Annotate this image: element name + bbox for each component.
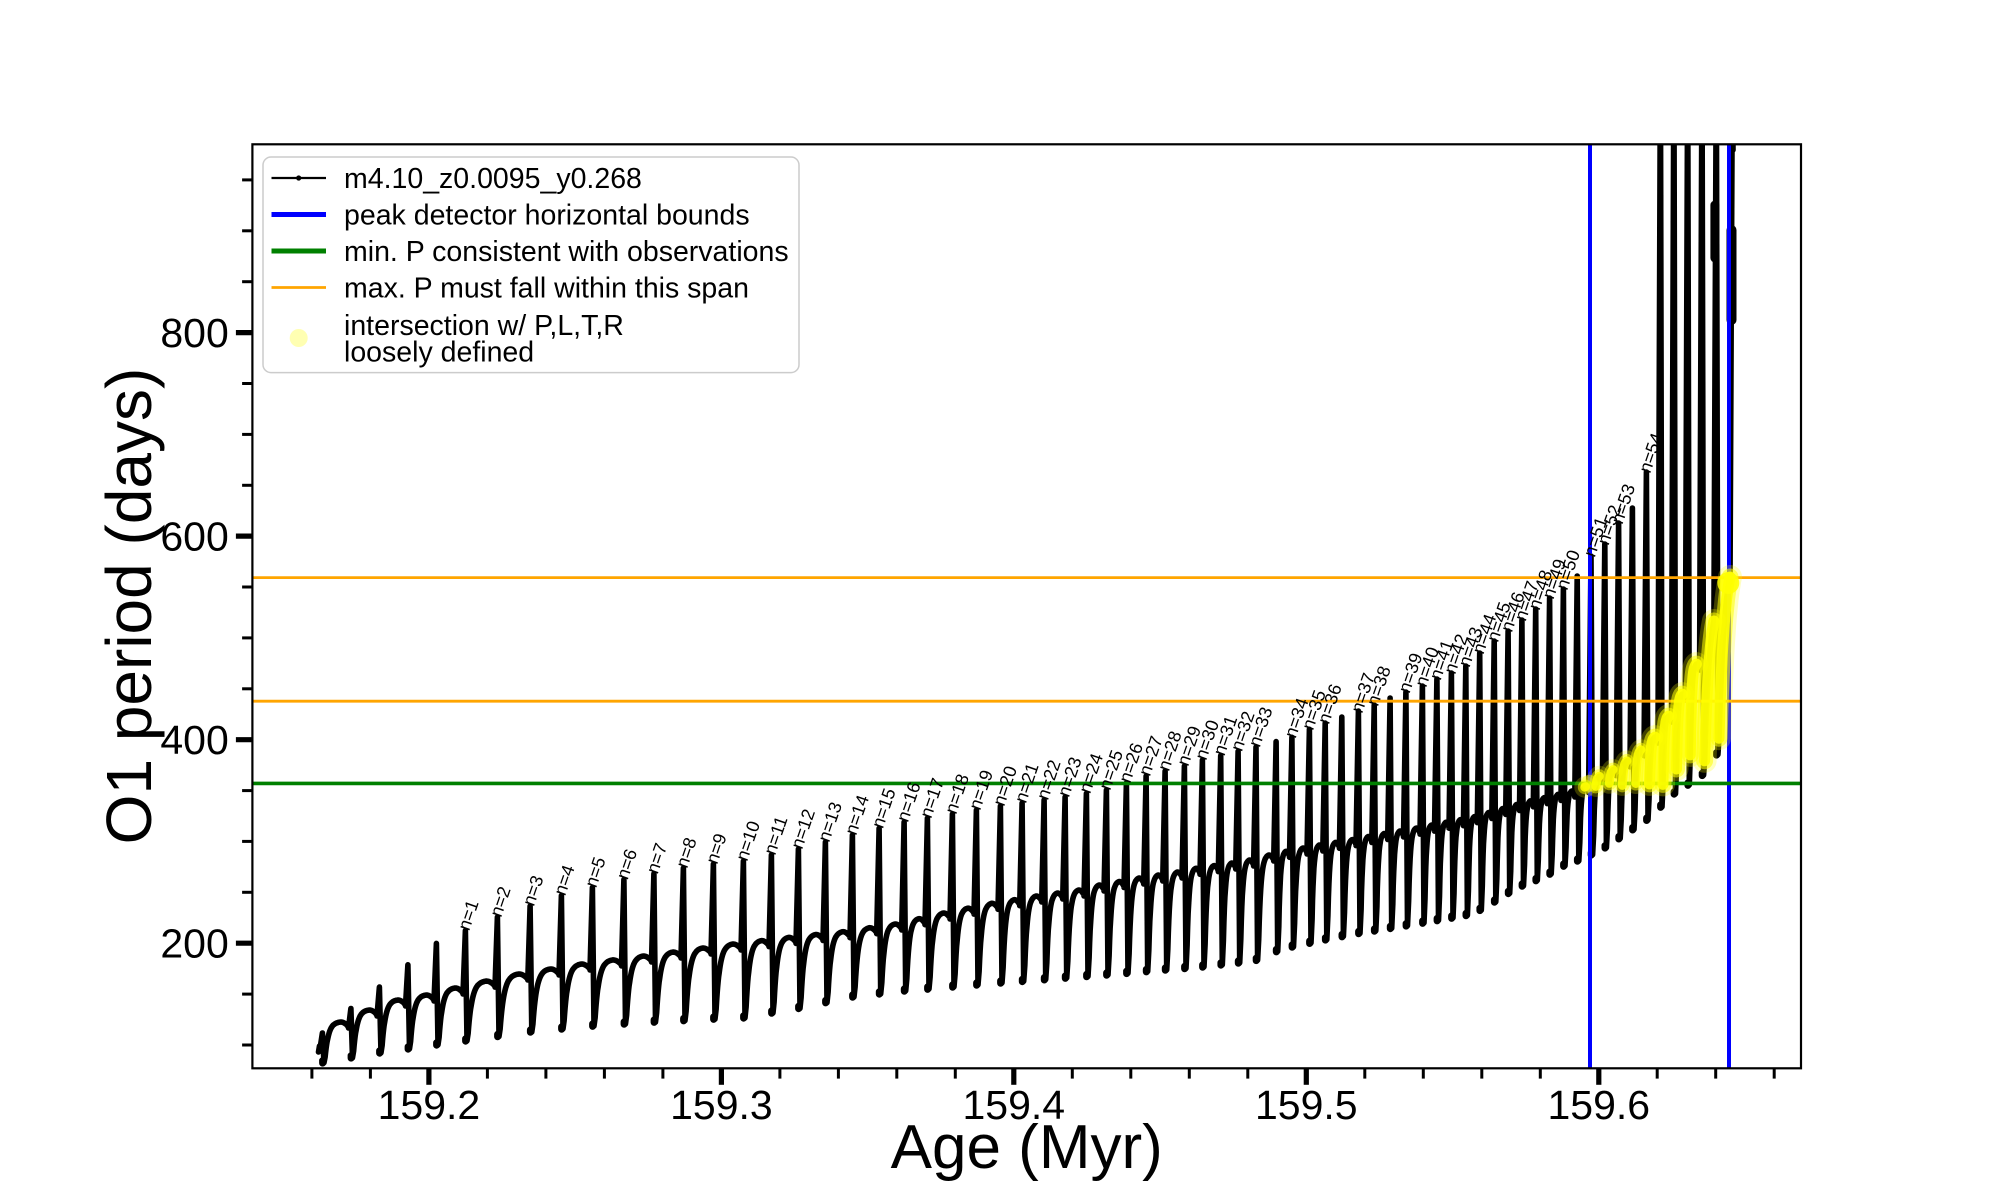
svg-text:m4.10_z0.0095_y0.268: m4.10_z0.0095_y0.268 — [344, 163, 642, 195]
svg-text:200: 200 — [160, 921, 228, 967]
svg-text:max. P must fall within this s: max. P must fall within this span — [344, 273, 749, 305]
svg-text:159.3: 159.3 — [670, 1082, 773, 1128]
svg-text:159.6: 159.6 — [1547, 1082, 1650, 1128]
svg-text:159.2: 159.2 — [378, 1082, 481, 1128]
svg-text:Age (Myr): Age (Myr) — [891, 1113, 1163, 1182]
svg-text:O1 period (days): O1 period (days) — [93, 368, 165, 845]
svg-text:600: 600 — [160, 514, 228, 560]
svg-text:800: 800 — [160, 310, 228, 356]
svg-text:peak detector horizontal bound: peak detector horizontal bounds — [344, 200, 750, 232]
svg-text:159.4: 159.4 — [962, 1082, 1065, 1128]
svg-text:loosely defined: loosely defined — [344, 337, 534, 369]
svg-text:intersection w/ P,L,T,R: intersection w/ P,L,T,R — [344, 310, 624, 342]
svg-text:min. P consistent with observa: min. P consistent with observations — [344, 236, 789, 268]
svg-text:400: 400 — [160, 717, 228, 763]
svg-text:159.5: 159.5 — [1255, 1082, 1358, 1128]
